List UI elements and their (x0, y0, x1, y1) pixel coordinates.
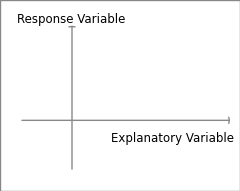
Text: Explanatory Variable: Explanatory Variable (111, 132, 234, 145)
Text: Response Variable: Response Variable (17, 13, 125, 26)
